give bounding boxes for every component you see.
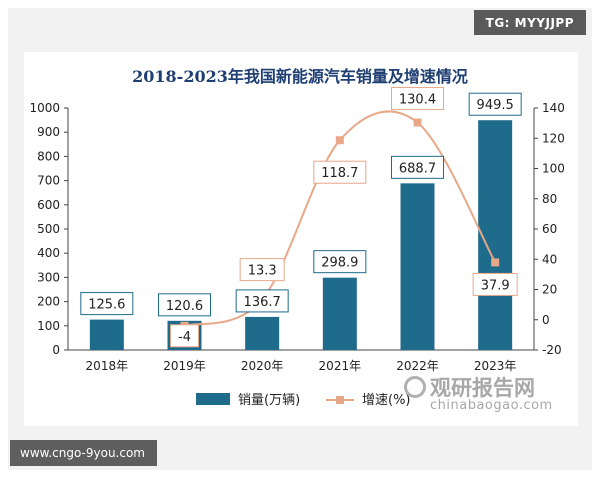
growth-value-label: -4 (178, 330, 191, 345)
y-left-tick-label: 0 (52, 343, 60, 357)
y-right-tick-label: 60 (542, 222, 557, 236)
url-badge: www.cngo-9you.com (10, 440, 157, 466)
growth-point (491, 258, 500, 267)
bar (89, 319, 124, 350)
bar (245, 316, 280, 350)
y-right-tick-label: -20 (542, 343, 562, 357)
y-left-tick-label: 200 (37, 295, 60, 309)
bar-value-label: 125.6 (88, 298, 125, 313)
y-right-tick-label: 100 (542, 162, 565, 176)
growth-value-label-box (313, 160, 367, 184)
legend-swatch-bar (196, 393, 230, 405)
y-left-tick-label: 400 (37, 246, 60, 260)
x-tick-label: 2022年 (396, 359, 439, 373)
chart-title: 2018-2023年我国新能源汽车销量及增速情况 (132, 67, 468, 86)
bar-value-label-box (80, 292, 134, 316)
bar-value-label: 949.5 (477, 98, 514, 113)
bar-value-label-box (158, 293, 211, 317)
bar-value-label-box (391, 155, 444, 179)
growth-value-label: 130.4 (399, 93, 436, 108)
bar-value-label: 136.7 (244, 295, 281, 310)
y-right-tick-label: 40 (542, 252, 557, 266)
bar (400, 183, 435, 350)
bar (322, 277, 357, 350)
bar-value-label-box (313, 250, 367, 274)
y-left-tick-label: 100 (37, 319, 60, 333)
axes-group: 0 100 200 300 400 500 600 700 800 900 1000 -20 0 20 40… (29, 101, 564, 373)
bar (478, 120, 513, 350)
y-left-tick-label: 600 (37, 198, 60, 212)
data-labels-group: 125.6 120.6 136.7 298.9 688.7 949.5 -4 13.3 118.… (80, 87, 522, 348)
growth-value-label-box (391, 87, 444, 111)
tg-badge: TG: MYYJJPP (473, 10, 586, 35)
y-right-tick-label: 80 (542, 192, 557, 206)
watermark-title: 观研报告网 (430, 376, 535, 400)
x-tick-label: 2019年 (163, 359, 206, 373)
legend: 销量(万辆) 增速(%) (196, 393, 411, 408)
y-left-tick-label: 1000 (29, 101, 60, 115)
bar-value-label: 688.7 (399, 161, 436, 176)
bar-value-label-box (235, 289, 289, 313)
bar-value-label-box (468, 92, 522, 116)
growth-point (413, 118, 422, 127)
growth-value-label: 118.7 (321, 166, 358, 181)
growth-value-label: 37.9 (481, 278, 510, 293)
y-left-tick-label: 900 (37, 125, 60, 139)
y-left-tick-label: 300 (37, 270, 60, 284)
y-right-tick-label: 20 (542, 283, 557, 297)
y-left-tick-label: 800 (37, 149, 60, 163)
bar-value-label: 298.9 (321, 256, 358, 271)
growth-value-label-box (239, 258, 285, 282)
bars-group (89, 120, 513, 350)
x-tick-label: 2021年 (319, 359, 362, 373)
x-tick-label: 2020年 (241, 359, 284, 373)
legend-label-line: 增速(%) (362, 393, 411, 408)
watermark-logo-icon (404, 376, 426, 398)
watermark-subtitle: chinabaogao.com (430, 398, 553, 413)
y-right-tick-label: 120 (542, 131, 565, 145)
growth-value-label: 13.3 (248, 264, 277, 279)
x-tick-label: 2018年 (86, 359, 129, 373)
y-right-tick-label: 0 (542, 313, 550, 327)
x-tick-label: 2023年 (474, 359, 517, 373)
y-left-tick-label: 500 (37, 222, 60, 236)
growth-value-label-box (170, 324, 199, 348)
legend-label-bar: 销量(万辆) (238, 393, 300, 408)
y-left-tick-label: 700 (37, 174, 60, 188)
legend-swatch-marker (336, 396, 344, 404)
growth-point (335, 136, 344, 145)
growth-value-label-box (472, 272, 518, 296)
y-right-tick-label: 140 (542, 101, 565, 115)
bar-value-label: 120.6 (166, 299, 203, 314)
